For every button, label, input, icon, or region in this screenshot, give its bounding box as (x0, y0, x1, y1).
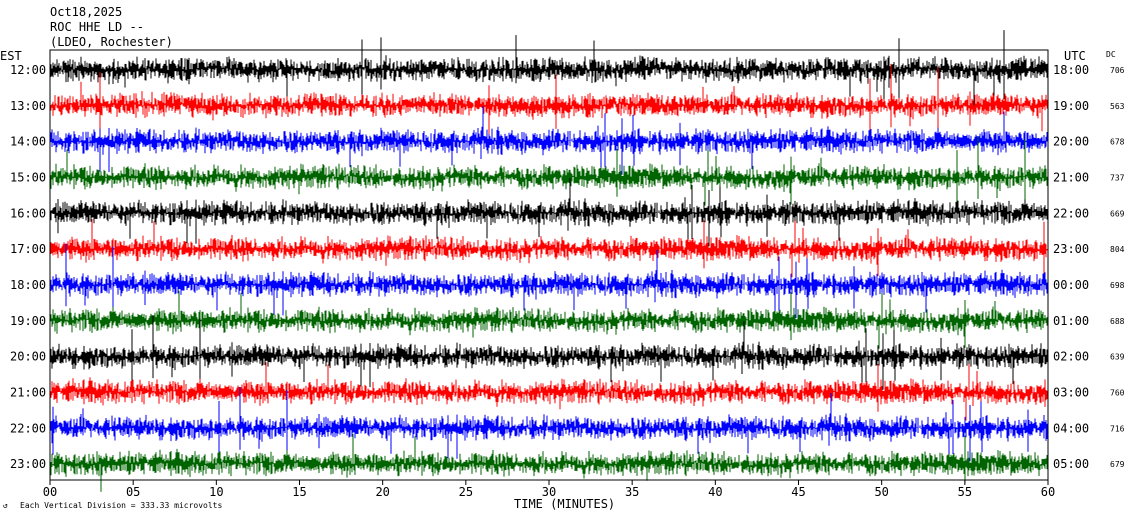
utc-hour-label: 21:00 (1053, 171, 1089, 185)
est-hour-label: 18:00 (10, 278, 46, 292)
x-tick-label: 35 (625, 485, 639, 499)
x-tick-label: 25 (459, 485, 473, 499)
x-tick-label: 40 (708, 485, 722, 499)
dc-offset-label: 678 (1110, 138, 1125, 147)
x-tick-label: 20 (375, 485, 389, 499)
utc-axis-label: UTC (1064, 49, 1086, 63)
x-tick-label: 15 (292, 485, 306, 499)
trace-row-6 (49, 219, 1049, 279)
dc-offset-label: 563 (1110, 102, 1125, 111)
dc-offset-label: 760 (1110, 389, 1125, 398)
est-hour-label: 12:00 (10, 63, 46, 77)
scale-note: Each Vertical Division = 333.33 microvol… (20, 501, 222, 510)
dc-offset-label: 698 (1110, 281, 1125, 290)
x-tick-label: 50 (874, 485, 888, 499)
utc-hour-label: 19:00 (1053, 99, 1089, 113)
seismic-traces (49, 30, 1049, 492)
est-hour-label: 16:00 (10, 206, 46, 220)
dc-offset-label: 706 (1110, 66, 1125, 75)
x-axis-ticks: 00 05 10 15 20 25 30 35 40 45 50 55 60 (43, 480, 1055, 499)
est-hour-label: 17:00 (10, 242, 46, 256)
utc-hour-label: 05:00 (1053, 457, 1089, 471)
dc-offset-label: 804 (1110, 245, 1125, 254)
x-axis-label: TIME (MINUTES) (514, 497, 615, 511)
dc-offset-label: 669 (1110, 209, 1125, 218)
est-hour-label: 22:00 (10, 421, 46, 435)
chart-title: Oct18,2025 (50, 5, 122, 19)
dc-offset-label: 679 (1110, 460, 1125, 469)
dc-offset-label: 688 (1110, 317, 1125, 326)
x-tick-label: 05 (126, 485, 140, 499)
dc-axis-label: DC (1106, 50, 1116, 59)
location-label: (LDEO, Rochester) (50, 35, 173, 49)
scale-glyph: ↺ (3, 501, 8, 510)
utc-hour-label: 23:00 (1053, 242, 1089, 256)
est-hour-label: 21:00 (10, 386, 46, 400)
utc-hour-label: 04:00 (1053, 421, 1089, 435)
x-tick-label: 00 (43, 485, 57, 499)
dc-offset-label: 716 (1110, 424, 1125, 433)
x-tick-label: 10 (209, 485, 223, 499)
utc-hour-label: 02:00 (1053, 350, 1089, 364)
est-axis-label: EST (0, 49, 22, 63)
utc-hour-label: 01:00 (1053, 314, 1089, 328)
x-tick-label: 55 (958, 485, 972, 499)
dc-offset-label: 639 (1110, 353, 1125, 362)
dc-offset-label: 737 (1110, 174, 1125, 183)
est-hour-label: 20:00 (10, 350, 46, 364)
utc-hour-label: 03:00 (1053, 386, 1089, 400)
utc-hour-label: 20:00 (1053, 135, 1089, 149)
utc-hour-label: 22:00 (1053, 206, 1089, 220)
x-tick-label: 30 (542, 485, 556, 499)
utc-hour-label: 00:00 (1053, 278, 1089, 292)
est-hour-label: 15:00 (10, 171, 46, 185)
est-hour-label: 13:00 (10, 99, 46, 113)
station-label: ROC HHE LD -- (50, 20, 144, 34)
est-hour-label: 14:00 (10, 135, 46, 149)
x-tick-label: 60 (1041, 485, 1055, 499)
row-labels: 12:00 18:00 706 13:00 19:00 563 14:00 20:00 678 1… (10, 63, 1125, 471)
est-hour-label: 19:00 (10, 314, 46, 328)
x-tick-label: 45 (791, 485, 805, 499)
plot-frame (49, 49, 1049, 481)
trace-row-3 (49, 106, 1049, 175)
utc-hour-label: 18:00 (1053, 63, 1089, 77)
trace-row-1 (49, 30, 1049, 109)
est-hour-label: 23:00 (10, 457, 46, 471)
